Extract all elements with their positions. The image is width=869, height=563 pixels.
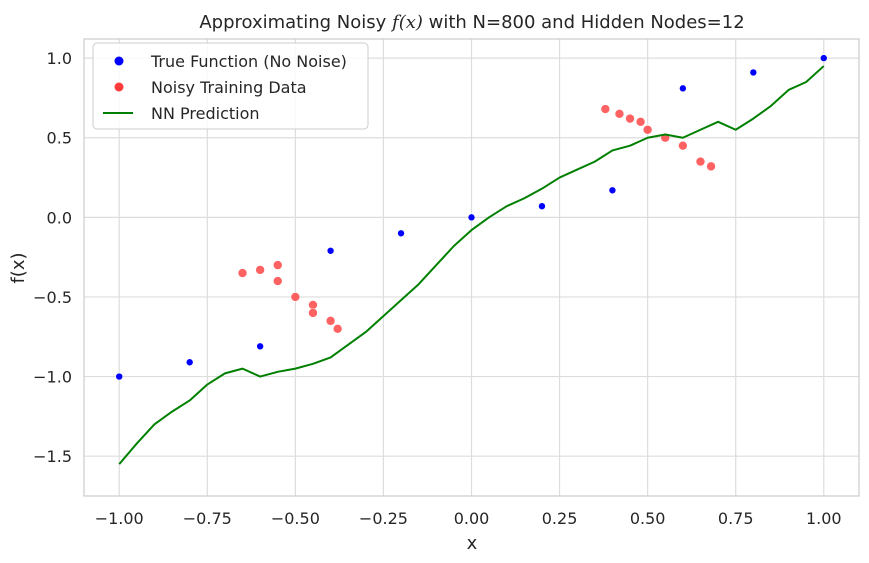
legend: True Function (No Noise) Noisy Training … bbox=[92, 42, 369, 130]
x-tick-label: −0.75 bbox=[183, 509, 232, 528]
chart-title: Approximating Noisy f(x) with N=800 and … bbox=[199, 12, 744, 33]
true-point-5 bbox=[467, 213, 476, 222]
y-tick-label: −1.5 bbox=[33, 447, 72, 466]
legend-marker-noisy-data bbox=[114, 82, 124, 92]
series-true-function-no-noise bbox=[115, 54, 828, 381]
x-axis-ticks: −1.00 −0.75 −0.50 −0.25 0.00 0.25 0.50 0.75 1.00 bbox=[95, 509, 842, 528]
y-tick-label: 1.0 bbox=[47, 49, 72, 68]
y-tick-label: −0.5 bbox=[33, 288, 72, 307]
legend-box bbox=[92, 42, 369, 130]
true-point-0 bbox=[115, 372, 124, 381]
noisy-point-17 bbox=[625, 113, 635, 124]
x-tick-label: −0.50 bbox=[271, 509, 320, 528]
y-axis-label: f(x) bbox=[8, 252, 29, 283]
legend-label-true-function: True Function (No Noise) bbox=[150, 52, 347, 71]
true-point-6 bbox=[538, 202, 546, 210]
noisy-point-4 bbox=[308, 300, 318, 310]
noisy-point-3 bbox=[290, 292, 301, 302]
true-point-7 bbox=[608, 186, 617, 195]
x-tick-label: 0.50 bbox=[630, 509, 666, 528]
noisy-point-0 bbox=[237, 268, 248, 278]
y-tick-label: 0.5 bbox=[47, 129, 72, 148]
noisy-point-14 bbox=[695, 156, 706, 167]
noisy-point-6 bbox=[332, 324, 343, 334]
noisy-point-10 bbox=[614, 109, 625, 119]
x-tick-label: 0.00 bbox=[454, 509, 490, 528]
true-point-10 bbox=[819, 54, 828, 62]
true-point-8 bbox=[679, 84, 687, 93]
noisy-point-1 bbox=[255, 265, 265, 275]
noisy-point-13 bbox=[678, 140, 688, 151]
noisy-point-11 bbox=[635, 117, 646, 127]
series-layer bbox=[115, 54, 828, 465]
x-axis-label: x bbox=[467, 533, 478, 554]
noisy-point-9 bbox=[600, 104, 611, 114]
legend-label-nn-prediction: NN Prediction bbox=[151, 104, 260, 123]
x-tick-label: 0.75 bbox=[718, 509, 754, 528]
true-point-3 bbox=[326, 246, 335, 255]
x-tick-label: −1.00 bbox=[95, 509, 144, 528]
noisy-point-5 bbox=[325, 316, 336, 326]
true-point-1 bbox=[185, 358, 194, 367]
noisy-point-7 bbox=[272, 260, 283, 270]
legend-label-noisy-data: Noisy Training Data bbox=[151, 78, 307, 97]
y-tick-label: −1.0 bbox=[33, 368, 72, 387]
series-noisy-training-data bbox=[237, 104, 716, 334]
true-point-4 bbox=[397, 229, 405, 238]
noisy-point-2 bbox=[272, 276, 283, 286]
noisy-point-15 bbox=[706, 161, 716, 172]
plot-frame bbox=[83, 38, 860, 497]
true-point-2 bbox=[256, 342, 264, 351]
y-axis-ticks: −1.5 −1.0 −0.5 0.0 0.5 1.0 bbox=[33, 49, 72, 466]
nn-prediction-line bbox=[118, 65, 825, 465]
x-tick-label: 0.25 bbox=[542, 509, 578, 528]
true-point-9 bbox=[749, 68, 758, 77]
x-tick-label: −0.25 bbox=[359, 509, 408, 528]
x-tick-label: 1.00 bbox=[806, 509, 842, 528]
legend-marker-true-function bbox=[114, 56, 124, 66]
y-tick-label: 0.0 bbox=[47, 208, 72, 227]
noisy-point-16 bbox=[642, 124, 653, 135]
series-nn-prediction bbox=[118, 65, 825, 465]
noisy-point-8 bbox=[308, 308, 318, 318]
